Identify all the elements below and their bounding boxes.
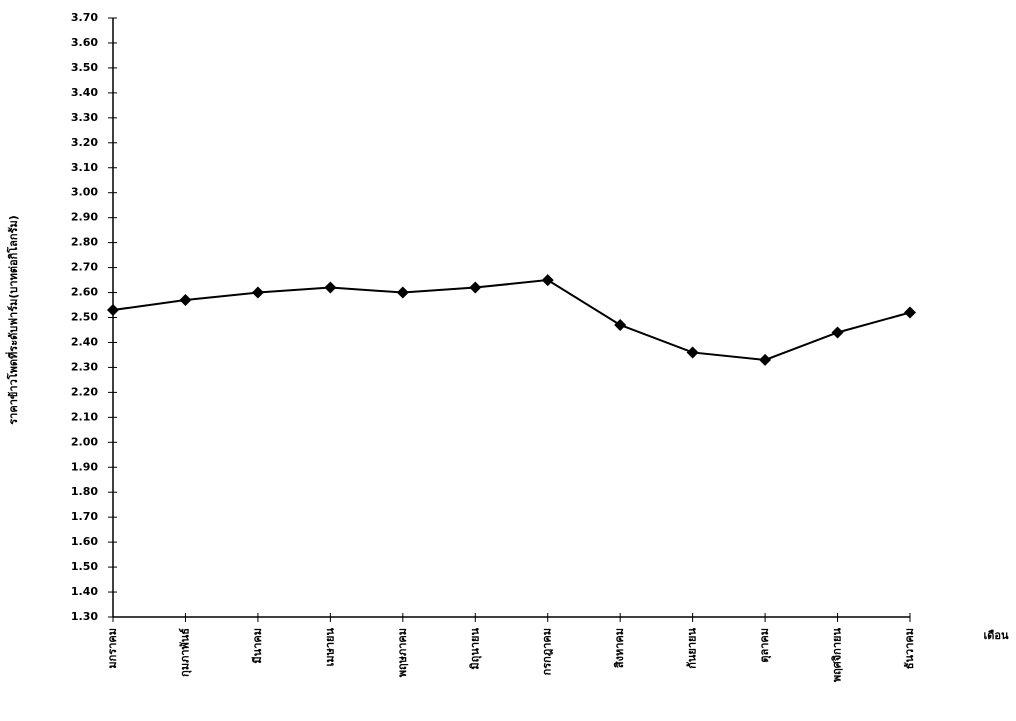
y-tick-label: 2.10 — [71, 410, 98, 423]
x-tick-label: กันยายน — [686, 628, 699, 669]
y-tick-label: 3.30 — [71, 111, 98, 124]
y-tick-label: 3.60 — [71, 36, 98, 49]
marker — [686, 346, 699, 359]
y-tick-label: 2.70 — [71, 261, 98, 274]
x-tick-label: พฤษภาคม — [396, 628, 409, 677]
y-tick-label: 2.60 — [71, 286, 98, 299]
x-tick-label: มกราคม — [106, 628, 119, 669]
marker — [759, 353, 772, 366]
marker — [396, 286, 409, 299]
y-tick-label: 2.30 — [71, 360, 98, 373]
marker — [541, 274, 554, 287]
y-tick-label: 1.30 — [71, 610, 98, 623]
y-tick-label: 2.40 — [71, 335, 98, 348]
marker — [324, 281, 337, 294]
y-tick-label: 3.20 — [71, 136, 98, 149]
y-tick-label: 2.80 — [71, 236, 98, 249]
marker — [179, 294, 192, 307]
x-tick-label: ธันวาคม — [903, 628, 916, 669]
x-tick-label: เมษายน — [323, 628, 336, 667]
y-tick-label: 1.80 — [71, 485, 98, 498]
y-tick-label: 2.50 — [71, 311, 98, 324]
y-tick-label: 1.50 — [71, 560, 98, 573]
y-tick-label: 3.70 — [71, 11, 98, 24]
y-tick-label: 1.70 — [71, 510, 98, 523]
y-tick-label: 1.90 — [71, 460, 98, 473]
x-tick-label: พฤศจิกายน — [831, 628, 844, 683]
marker — [469, 281, 482, 294]
y-axis-label: ราคาข้าวโพดที่ระดับฟาร์ม(บาทต่อกิโลกรัม) — [5, 215, 20, 424]
y-tick-label: 3.40 — [71, 86, 98, 99]
x-tick-label: สิงหาคม — [613, 628, 626, 668]
marker — [831, 326, 844, 339]
marker — [614, 318, 627, 331]
x-tick-label: มีนาคม — [251, 628, 264, 664]
y-tick-label: 2.00 — [71, 435, 98, 448]
x-tick-label: กุมภาพันธ์ — [178, 628, 192, 677]
y-tick-label: 3.50 — [71, 61, 98, 74]
x-axis-label: เดือน — [983, 629, 1009, 642]
x-tick-label: มิถุนายน — [468, 628, 482, 670]
x-tick-label: ตุลาคม — [758, 628, 772, 663]
y-tick-label: 3.10 — [71, 161, 98, 174]
y-tick-label: 3.00 — [71, 186, 98, 199]
y-tick-label: 2.20 — [71, 385, 98, 398]
y-tick-label: 1.60 — [71, 535, 98, 548]
line — [112, 279, 911, 361]
x-tick-label: กรกฎาคม — [541, 628, 554, 675]
marker — [251, 286, 264, 299]
marker — [904, 306, 916, 319]
y-tick-label: 1.40 — [71, 585, 98, 598]
y-tick-label: 2.90 — [71, 211, 98, 224]
marker — [107, 304, 119, 317]
